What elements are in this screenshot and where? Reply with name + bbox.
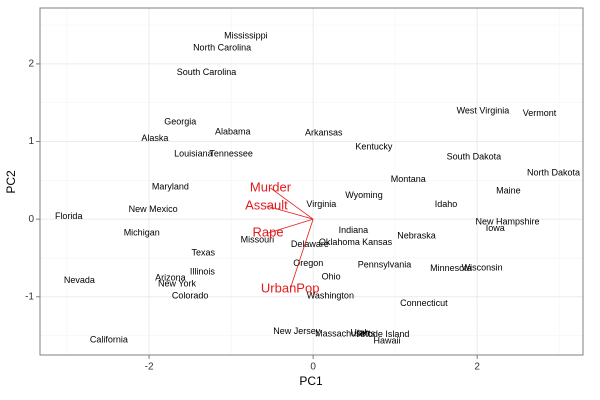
point-label: Colorado bbox=[172, 290, 209, 300]
point-label: Connecticut bbox=[400, 298, 448, 308]
loading-label: Assault bbox=[245, 197, 288, 212]
point-label: Arkansas bbox=[305, 127, 343, 137]
point-label: Washington bbox=[307, 290, 354, 300]
point-label: Texas bbox=[191, 248, 215, 258]
y-axis-title: PC2 bbox=[4, 170, 18, 194]
point-label: Pennsylvania bbox=[358, 259, 412, 269]
point-label: Wyoming bbox=[345, 190, 382, 200]
point-label: North Dakota bbox=[527, 168, 580, 178]
panel bbox=[40, 8, 583, 355]
loading-arrow bbox=[266, 205, 314, 220]
point-label: Florida bbox=[55, 211, 83, 221]
point-label: Utah bbox=[350, 328, 369, 338]
x-tick-label: 2 bbox=[474, 362, 480, 373]
point-label: Indiana bbox=[339, 225, 369, 235]
point-label: New Hampshire bbox=[476, 217, 540, 227]
point-label: South Dakota bbox=[447, 151, 502, 161]
point-label: Hawaii bbox=[373, 335, 400, 345]
point-label: Maine bbox=[496, 186, 521, 196]
y-tick-label: -1 bbox=[25, 291, 34, 302]
point-label: New Mexico bbox=[129, 204, 178, 214]
point-label: Idaho bbox=[435, 199, 458, 209]
x-tick-label: -2 bbox=[145, 362, 154, 373]
point-label: Missouri bbox=[241, 234, 275, 244]
x-tick-label: 0 bbox=[310, 362, 316, 373]
point-label: Delaware bbox=[291, 239, 329, 249]
loading-label: UrbanPop bbox=[261, 280, 320, 295]
loading-arrow bbox=[270, 187, 314, 220]
point-label: West Virginia bbox=[457, 106, 510, 116]
point-label: New Jersey bbox=[273, 326, 321, 336]
point-label: Virginia bbox=[306, 199, 336, 209]
y-tick-label: 1 bbox=[28, 136, 34, 147]
point-label: Ohio bbox=[322, 272, 341, 282]
point-label: Vermont bbox=[523, 108, 557, 118]
point-label: Oregon bbox=[293, 258, 323, 268]
point-label: Illinois bbox=[190, 266, 216, 276]
point-label: Louisiana bbox=[174, 148, 213, 158]
point-label: Minnesota bbox=[430, 263, 472, 273]
point-label: Iowa bbox=[486, 223, 505, 233]
loading-arrow bbox=[267, 218, 314, 234]
y-tick-label: 2 bbox=[28, 59, 34, 70]
loading-arrow bbox=[289, 219, 314, 290]
point-label: Maryland bbox=[152, 182, 189, 192]
point-label: Nebraska bbox=[397, 231, 436, 241]
panel-border bbox=[39, 7, 584, 356]
point-label: New York bbox=[158, 279, 197, 289]
point-label: Montana bbox=[391, 174, 426, 184]
point-label: Massachusetts bbox=[315, 328, 376, 338]
point-label: Georgia bbox=[164, 116, 196, 126]
point-label: Mississippi bbox=[224, 30, 268, 40]
point-label: Nevada bbox=[64, 275, 95, 285]
point-label: Oklahoma bbox=[319, 237, 360, 247]
point-label: Kansas bbox=[362, 237, 393, 247]
point-label: Tennessee bbox=[209, 148, 253, 158]
loading-label: Rape bbox=[252, 225, 283, 240]
point-label: Kentucky bbox=[355, 141, 393, 151]
point-label: South Carolina bbox=[177, 67, 237, 77]
point-label: Arizona bbox=[155, 273, 186, 283]
point-label: North Carolina bbox=[193, 43, 251, 53]
point-label: Wisconsin bbox=[462, 262, 503, 272]
point-label: California bbox=[90, 335, 128, 345]
point-label: Michigan bbox=[124, 227, 160, 237]
point-label: Alaska bbox=[141, 133, 168, 143]
point-label: Rhode Island bbox=[356, 329, 409, 339]
x-axis-title: PC1 bbox=[299, 374, 323, 388]
point-label: Alabama bbox=[215, 127, 251, 137]
y-tick-label: 0 bbox=[28, 214, 34, 225]
loading-label: Murder bbox=[250, 180, 292, 195]
